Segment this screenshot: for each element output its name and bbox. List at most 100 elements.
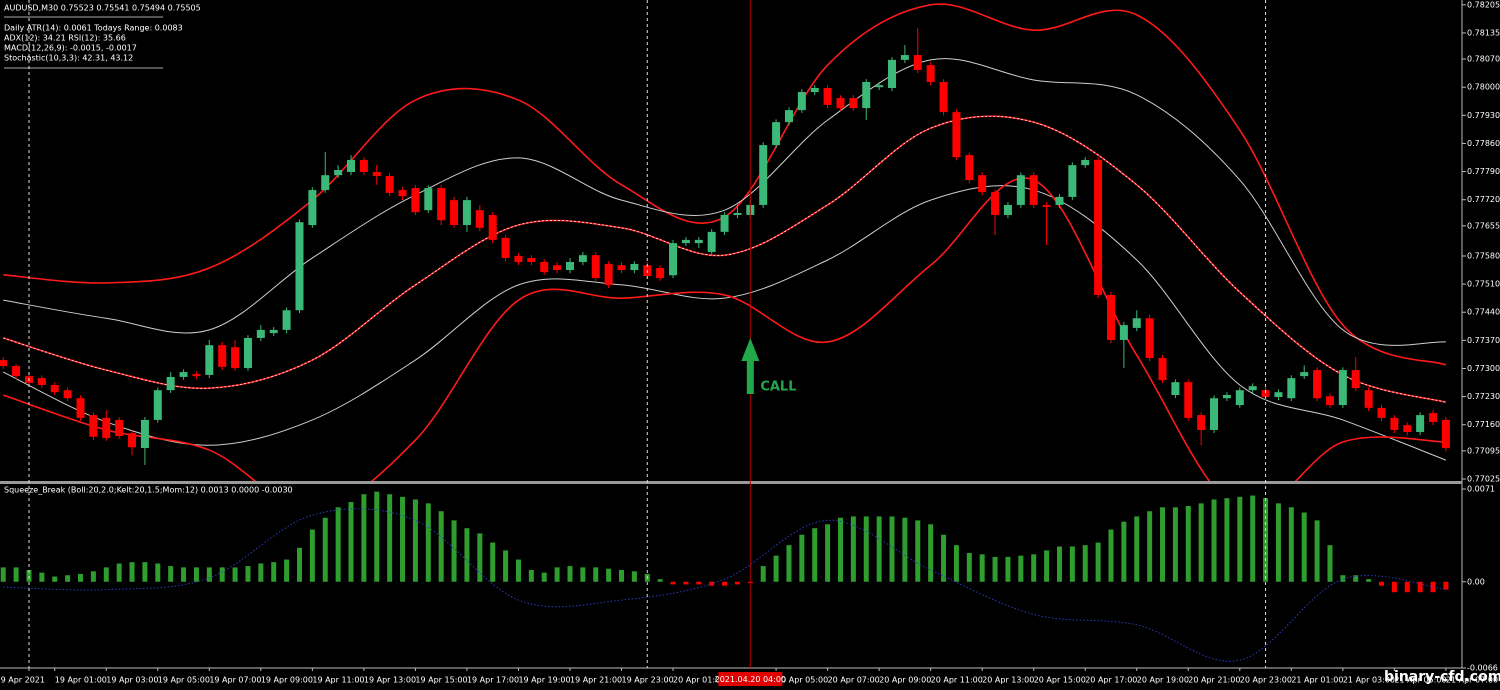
- histogram-bar: [593, 567, 599, 582]
- candle-body: [1184, 382, 1193, 418]
- info-text: AUDUSD,M30 0.75523 0.75541 0.75494 0.755…: [4, 4, 201, 13]
- candle-body: [1171, 382, 1180, 396]
- candle-body: [411, 188, 420, 213]
- x-tick-label: 20 Apr 17:00: [1085, 676, 1137, 685]
- x-tick-label: 19 Apr 11:00: [312, 676, 364, 685]
- histogram-bar: [1417, 581, 1423, 593]
- x-tick-label: 20 Apr 21:00: [1188, 676, 1240, 685]
- histogram-bar: [232, 567, 238, 582]
- candle-body: [0, 360, 8, 367]
- histogram-bar: [1366, 579, 1372, 582]
- histogram-bar: [657, 579, 663, 582]
- arrow-head: [741, 338, 760, 361]
- y-tick-label: 0.77930: [1467, 111, 1500, 120]
- histogram-bar: [1353, 575, 1359, 582]
- candle-body: [669, 243, 678, 276]
- candle-body: [1132, 318, 1141, 328]
- candle-body: [1158, 358, 1167, 381]
- candle-body: [1416, 415, 1425, 432]
- candle-body: [256, 329, 265, 338]
- histogram-bar: [451, 520, 457, 582]
- candle-body: [1094, 159, 1103, 295]
- y-tick-label: 0.0071: [1467, 485, 1495, 494]
- histogram-bar: [1430, 581, 1436, 593]
- histogram-bar: [52, 576, 58, 582]
- x-tick-label: 20 Apr 13:00: [982, 676, 1034, 685]
- candle-body: [1222, 395, 1231, 399]
- histogram-bar: [361, 494, 367, 582]
- x-tick-label: 19 Apr 05:00: [158, 676, 210, 685]
- histogram-bar: [1044, 550, 1050, 582]
- histogram-bar: [90, 571, 96, 582]
- candle-body: [656, 268, 665, 279]
- y-tick-label: 0.78000: [1467, 83, 1500, 92]
- candle-body: [205, 345, 214, 375]
- crosshair-label: 2021.04.20 04:00: [715, 675, 786, 684]
- histogram-bar: [1056, 546, 1062, 582]
- candle-body: [952, 112, 961, 158]
- candle-body: [115, 419, 124, 436]
- y-tick-label: 0.78205: [1467, 0, 1500, 9]
- candle-body: [1351, 370, 1360, 389]
- histogram-bar: [850, 516, 856, 582]
- histogram-bar: [863, 516, 869, 582]
- histogram-bar: [1275, 503, 1281, 582]
- histogram-bar: [1031, 554, 1037, 582]
- candle-body: [681, 239, 690, 244]
- histogram-bar: [477, 533, 483, 582]
- candle-body: [540, 261, 549, 273]
- candle-body: [12, 366, 21, 377]
- histogram-bar: [799, 534, 805, 582]
- y-tick-label: 0.77300: [1467, 364, 1500, 373]
- x-tick-label: 20 Apr 23:00: [1240, 676, 1292, 685]
- candle-body: [385, 176, 394, 193]
- histogram-bar: [1224, 498, 1230, 582]
- candle-body: [1313, 370, 1322, 399]
- x-tick-label: 19 Apr 07:00: [209, 676, 261, 685]
- histogram-bar: [902, 517, 908, 582]
- x-tick-label: 19 Apr 15:00: [415, 676, 467, 685]
- y-tick-label: 0.77025: [1467, 474, 1500, 483]
- histogram-bar: [155, 563, 161, 582]
- candle-body: [334, 169, 343, 176]
- candle-body: [591, 255, 600, 279]
- y-tick-label: 0.77860: [1467, 139, 1500, 148]
- candle-body: [1210, 398, 1219, 430]
- candle-body: [527, 257, 536, 262]
- x-tick-label: 21 Apr 07:00: [1446, 676, 1498, 685]
- candle-body: [282, 310, 291, 330]
- candle-body: [1235, 390, 1244, 406]
- candle-body: [553, 265, 562, 271]
- candle-body: [1055, 196, 1064, 205]
- histogram-bar: [335, 507, 341, 582]
- histogram-bar: [928, 524, 934, 582]
- candle-body: [991, 192, 1000, 215]
- y-tick-label: 0.77720: [1467, 195, 1500, 204]
- histogram-bar: [412, 499, 418, 582]
- y-tick-label: 0.77580: [1467, 251, 1500, 260]
- y-tick-label: 0.77790: [1467, 167, 1500, 176]
- crosshair-label-box: [718, 672, 783, 686]
- histogram-bar: [39, 572, 45, 582]
- info-text: MACD(12,26,9): -0.0015, -0.0017: [4, 44, 137, 53]
- histogram-bar: [1391, 581, 1397, 593]
- histogram-bar: [953, 545, 959, 582]
- candle-body: [630, 264, 639, 271]
- histogram-bar: [1134, 516, 1140, 582]
- y-tick-label: 0.77440: [1467, 308, 1500, 317]
- candle-body: [192, 374, 201, 377]
- y-tick-label: 0.77230: [1467, 392, 1500, 401]
- candle-body: [1325, 396, 1334, 406]
- histogram-bar: [1198, 503, 1204, 582]
- histogram-bar: [580, 567, 586, 582]
- band-line: [3, 58, 1446, 346]
- histogram-bar: [438, 511, 444, 582]
- candle-body: [1016, 175, 1025, 205]
- candle-body: [1300, 372, 1309, 377]
- watermark: binary-cfd.com: [1384, 669, 1500, 685]
- histogram-bar: [1404, 581, 1410, 593]
- histogram-bar: [400, 496, 406, 582]
- candle-body: [1119, 325, 1128, 340]
